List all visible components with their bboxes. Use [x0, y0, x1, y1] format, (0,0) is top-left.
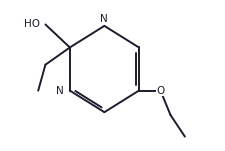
Text: HO: HO	[24, 19, 39, 29]
Text: N: N	[100, 14, 108, 24]
Text: N: N	[55, 86, 63, 96]
Text: O: O	[156, 86, 164, 96]
